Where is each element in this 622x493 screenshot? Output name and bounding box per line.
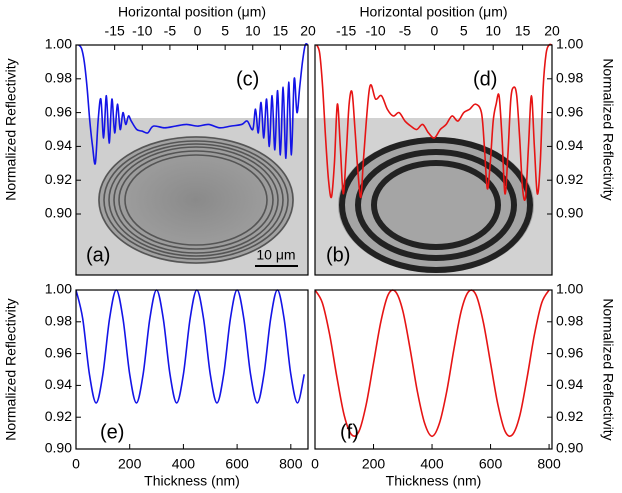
plot-area <box>316 43 552 201</box>
x-tick-label: 400 <box>420 456 444 472</box>
x-tick-label: 0 <box>72 456 80 472</box>
y-tick-label: 0.92 <box>45 171 72 187</box>
y-tick-label: 0.98 <box>45 70 72 86</box>
frame <box>314 44 553 276</box>
y-tick-label: 0.96 <box>45 103 72 119</box>
x-tick-label: 0 <box>194 23 202 39</box>
x-tick-label: 5 <box>221 23 229 39</box>
plot-area <box>78 43 308 165</box>
y-axis-title: Normalized Reflectivity <box>600 298 616 440</box>
image-label: (a) <box>86 244 110 266</box>
x-tick-label: 0 <box>311 456 319 472</box>
y-axis-title: Normalized Reflectivity <box>3 298 19 440</box>
x-tick-label: 15 <box>273 23 289 39</box>
x-tick-label: 800 <box>537 456 561 472</box>
micrograph-b <box>315 118 552 275</box>
y-tick-label: 1.00 <box>556 281 583 297</box>
y-tick-label: 0.96 <box>45 344 72 360</box>
y-tick-label: 0.90 <box>45 205 72 221</box>
y-tick-label: 0.92 <box>556 171 583 187</box>
data-line <box>315 289 550 438</box>
plot-area <box>315 289 550 438</box>
x-tick-label: 200 <box>118 456 142 472</box>
x-tick-label: 800 <box>279 456 303 472</box>
chart: -15 -10 -5 0 5 10 15 20 0.90 0.92 0.94 0.96 0.98 1.00… <box>3 4 316 276</box>
y-tick-label: 0.94 <box>556 376 583 392</box>
x-axis-title: Horizontal position (μm) <box>359 4 507 20</box>
plot-area <box>76 289 306 404</box>
y-tick-label: 0.92 <box>45 408 72 424</box>
panel-label: (f) <box>340 421 359 443</box>
y-tick-label: 1.00 <box>45 281 72 297</box>
chart: 0 200 400 600 800 0.90 0.92 0.94 0.96 0.98 1.00 Thi… <box>3 281 309 489</box>
x-tick-label: 400 <box>172 456 196 472</box>
panel-gap <box>308 45 315 277</box>
y-tick-label: 0.96 <box>556 344 583 360</box>
x-tick-label: 0 <box>430 23 438 39</box>
x-tick-label: 20 <box>544 23 560 39</box>
panel-label: (d) <box>473 68 497 90</box>
x-tick-label: 200 <box>362 456 386 472</box>
frame <box>314 289 553 450</box>
frame <box>75 289 309 450</box>
frame <box>75 44 309 276</box>
panel-label: (e) <box>100 421 124 443</box>
data-line <box>316 43 552 201</box>
x-tick-label: -15 <box>336 23 356 39</box>
y-tick-label: 0.96 <box>556 103 583 119</box>
y-tick-label: 0.94 <box>45 137 72 153</box>
y-axis-title: Normalized Reflectivity <box>3 58 19 200</box>
x-tick-label: 20 <box>300 23 316 39</box>
y-tick-label: 1.00 <box>45 36 72 52</box>
x-tick-label: -10 <box>132 23 152 39</box>
x-tick-label: 5 <box>460 23 468 39</box>
x-axis-title: Horizontal position (μm) <box>118 4 266 20</box>
x-tick-label: 600 <box>479 456 503 472</box>
x-axis-title: Thickness (nm) <box>386 473 482 489</box>
y-tick-label: 0.90 <box>45 440 72 456</box>
x-axis-title: Thickness (nm) <box>144 473 240 489</box>
y-tick-label: 0.90 <box>556 440 583 456</box>
data-line <box>76 289 306 404</box>
y-tick-label: 0.98 <box>556 70 583 86</box>
x-tick-label: -10 <box>365 23 385 39</box>
data-line <box>78 43 308 165</box>
x-tick-label: 15 <box>515 23 531 39</box>
image-label: (b) <box>326 244 350 266</box>
x-tick-label: 10 <box>485 23 501 39</box>
y-tick-label: 1.00 <box>556 36 583 52</box>
x-tick-label: 600 <box>225 456 249 472</box>
x-tick-label: -15 <box>105 23 125 39</box>
x-tick-label: 10 <box>245 23 261 39</box>
scale-bar-label: 10 μm <box>256 247 295 263</box>
x-tick-label: -5 <box>399 23 412 39</box>
y-tick-label: 0.98 <box>556 313 583 329</box>
y-tick-label: 0.90 <box>556 205 583 221</box>
y-tick-label: 0.92 <box>556 408 583 424</box>
x-tick-label: -5 <box>164 23 177 39</box>
chart: -15 -10 -5 0 5 10 15 20 0.90 0.92 0.94 0.96 0.98 1.00… <box>314 4 616 276</box>
y-axis-title: Normalized Reflectivity <box>600 58 616 200</box>
y-tick-label: 0.98 <box>45 313 72 329</box>
panel-label: (c) <box>236 68 259 90</box>
y-tick-label: 0.94 <box>556 137 583 153</box>
y-tick-label: 0.94 <box>45 376 72 392</box>
